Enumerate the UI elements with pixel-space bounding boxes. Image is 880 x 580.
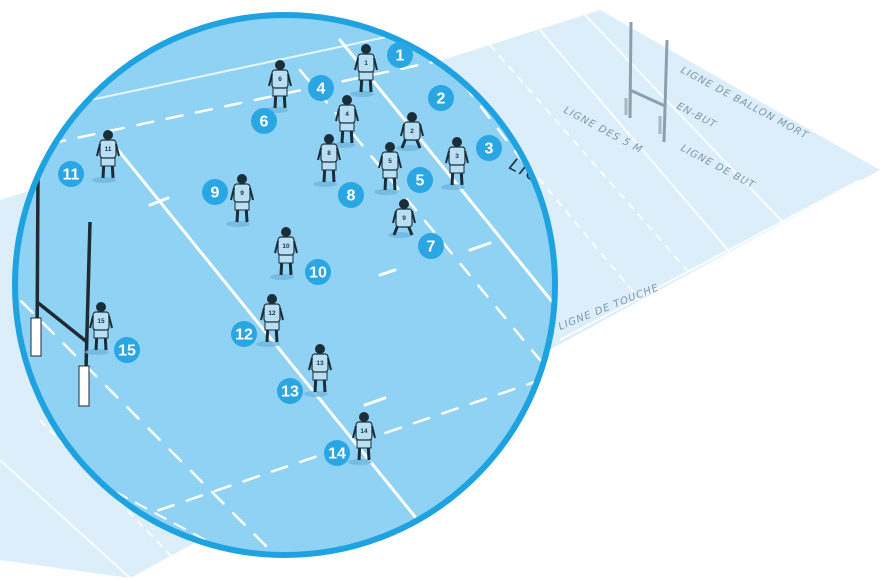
position-badge: 10 [305, 259, 331, 285]
position-badge: 15 [114, 337, 140, 363]
position-number: 8 [347, 188, 356, 205]
position-badge: 2 [428, 85, 454, 111]
jersey-number: 4 [345, 111, 349, 118]
position-number: 10 [309, 265, 327, 282]
position-badge: 13 [277, 378, 303, 404]
position-number: 2 [437, 91, 446, 108]
jersey-number: 15 [97, 318, 105, 325]
position-number: 14 [328, 446, 346, 463]
position-number: 15 [118, 343, 136, 360]
jersey-number: 10 [282, 243, 290, 250]
rugby-player-icon: 5 [374, 142, 402, 195]
rugby-player-icon: 14 [348, 412, 376, 465]
goal-posts-icon [30, 174, 92, 407]
position-badge: 3 [476, 135, 502, 161]
jersey-number: 14 [360, 428, 368, 435]
jersey-number: 11 [105, 146, 112, 153]
rugby-player-icon: 1 [350, 44, 378, 97]
jersey-number: 3 [455, 153, 459, 160]
jersey-number: 6 [278, 76, 282, 83]
jersey-number: 13 [316, 360, 324, 367]
position-number: 1 [396, 48, 405, 65]
position-badge: 6 [251, 108, 277, 134]
position-number: 12 [235, 327, 253, 344]
position-badge: 11 [58, 161, 84, 187]
rugby-player-icon: 8 [313, 134, 341, 187]
position-badge: 1 [387, 42, 413, 68]
position-badge: 8 [338, 182, 364, 208]
jersey-number: 8 [327, 150, 331, 157]
position-number: 4 [317, 81, 326, 98]
position-badge: 9 [202, 179, 228, 205]
rugby-player-icon: 10 [270, 227, 298, 280]
rugby-player-icon: 9 [388, 199, 416, 238]
magnifier-lens-icon [12, 12, 558, 558]
jersey-number: 9 [402, 215, 406, 222]
position-badge: 12 [231, 321, 257, 347]
position-number: 11 [63, 167, 80, 184]
position-number: 9 [211, 185, 220, 202]
jersey-number: 9 [240, 190, 244, 197]
rugby-player-icon: 3 [441, 137, 469, 190]
position-badge: 7 [418, 233, 444, 259]
position-number: 3 [485, 141, 494, 158]
rugby-player-icon: 13 [304, 344, 332, 397]
position-badge: 5 [407, 167, 433, 193]
jersey-number: 5 [388, 158, 392, 165]
rugby-player-icon: 15 [85, 302, 113, 355]
rugby-player-icon: 9 [226, 174, 254, 227]
position-number: 5 [416, 173, 425, 190]
position-badge: 4 [308, 75, 334, 101]
rugby-player-icon: 12 [256, 294, 284, 347]
jersey-number: 2 [410, 128, 414, 135]
jersey-number: 12 [268, 310, 276, 317]
rugby-player-icon: 2 [396, 112, 424, 151]
jersey-number: 1 [364, 60, 368, 67]
position-number: 13 [281, 384, 299, 401]
rugby-player-icon: 4 [331, 95, 359, 148]
position-number: 6 [260, 114, 269, 131]
rugby-player-icon: 11 [92, 130, 120, 183]
goal-posts-icon [624, 21, 669, 143]
position-number: 7 [427, 239, 436, 256]
position-badge: 14 [324, 440, 350, 466]
